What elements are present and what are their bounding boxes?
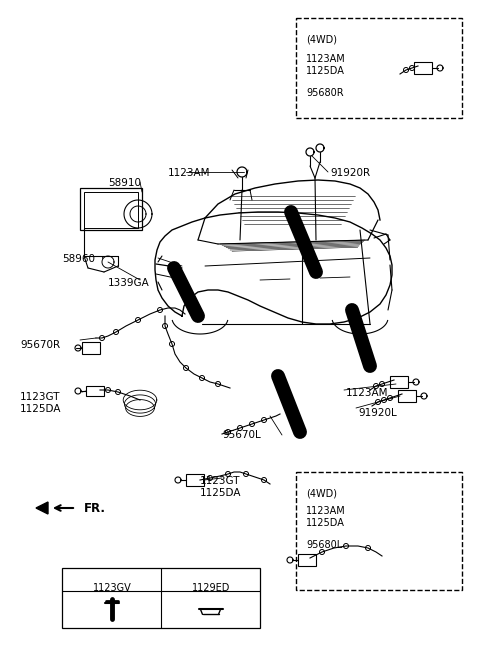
Text: 91920L: 91920L [358, 408, 397, 418]
Bar [414, 62, 432, 74]
Bar [296, 18, 462, 118]
Text: 1123AM: 1123AM [346, 388, 388, 398]
Text: 1123AM: 1123AM [168, 168, 211, 178]
Polygon shape [36, 502, 48, 514]
Text: 1125DA: 1125DA [306, 518, 345, 528]
Text: 91920R: 91920R [330, 168, 370, 178]
Bar [298, 554, 316, 566]
Text: FR.: FR. [84, 502, 106, 515]
Bar [84, 192, 138, 228]
Text: 1339GA: 1339GA [108, 278, 150, 288]
Bar [398, 390, 416, 402]
Text: 95680L: 95680L [306, 540, 342, 550]
Text: 1125DA: 1125DA [306, 66, 345, 76]
Bar [186, 474, 204, 486]
Text: 1125DA: 1125DA [200, 488, 241, 498]
Text: 1123AM: 1123AM [306, 54, 346, 64]
Text: (4WD): (4WD) [306, 34, 337, 44]
Bar [86, 386, 104, 396]
Text: (4WD): (4WD) [306, 488, 337, 498]
Text: 1129ED: 1129ED [192, 583, 230, 593]
Text: 1123GT: 1123GT [200, 476, 240, 486]
Text: 58910: 58910 [108, 178, 141, 188]
Text: 95670R: 95670R [20, 340, 60, 350]
Text: 1123GT: 1123GT [20, 392, 60, 402]
Text: 58960: 58960 [62, 254, 95, 264]
Bar [82, 342, 100, 354]
Text: 1123GV: 1123GV [93, 583, 132, 593]
Text: 1123AM: 1123AM [306, 506, 346, 516]
Bar [296, 472, 462, 590]
Text: 95670L: 95670L [222, 430, 261, 440]
Bar [62, 568, 260, 628]
Text: 1125DA: 1125DA [20, 404, 61, 414]
Bar [80, 188, 142, 230]
Bar [390, 376, 408, 388]
Text: 95680R: 95680R [306, 88, 344, 98]
